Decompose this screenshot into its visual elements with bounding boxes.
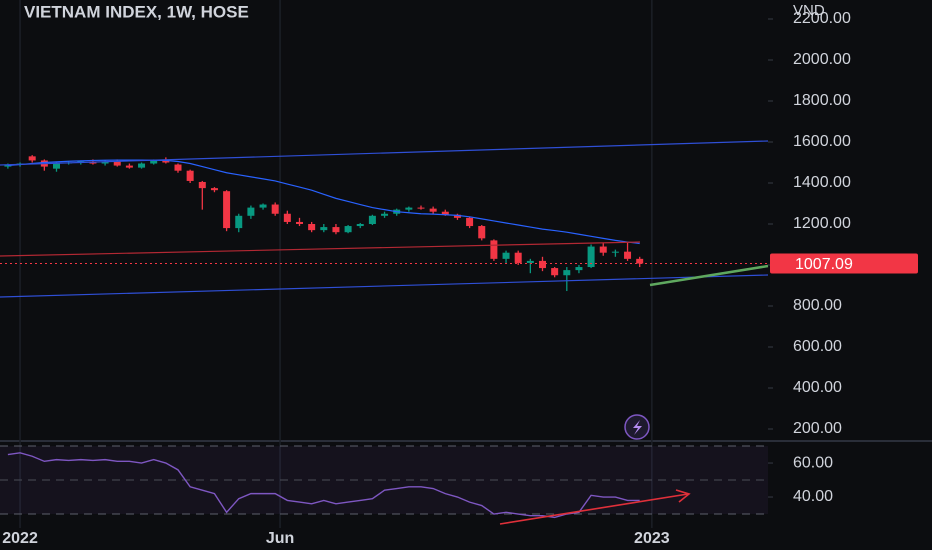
trend-line (0, 241, 641, 257)
y-tick-label: 600.00 (793, 338, 842, 355)
candle-body (235, 215, 243, 229)
candle-body (283, 213, 291, 222)
last-price-label: 1007.09 (795, 256, 853, 273)
chart-title: VIETNAM INDEX, 1W, HOSE (24, 2, 249, 21)
candle-body (478, 226, 486, 239)
candle-body (101, 161, 109, 164)
x-tick-label: 2022 (2, 530, 38, 547)
y-tick-label: 40.00 (793, 488, 833, 505)
candle-body (611, 251, 619, 253)
candle-body (405, 207, 413, 210)
y-tick-label: 2200.00 (793, 10, 851, 27)
y-tick-label: 400.00 (793, 379, 842, 396)
candle-body (538, 260, 546, 269)
candle-body (368, 215, 376, 224)
candle-body (138, 163, 146, 168)
x-tick-label: Jun (266, 530, 294, 547)
candle-body (150, 160, 158, 164)
candle-body (599, 246, 607, 253)
candle-body (381, 213, 389, 216)
candle-body (320, 227, 328, 231)
candle-body (332, 227, 340, 233)
candle-body (223, 191, 231, 229)
y-axis-unit: VND (793, 2, 825, 19)
candle-body (295, 221, 303, 224)
moving-average (7, 159, 640, 245)
candle-body (441, 211, 449, 215)
candle-body (587, 246, 595, 268)
y-tick-label: 2000.00 (793, 51, 851, 68)
candle-body (551, 268, 559, 276)
y-tick-label: 1800.00 (793, 92, 851, 109)
candle-body (174, 164, 182, 171)
candle-body (356, 223, 364, 227)
candle-body (429, 208, 437, 212)
y-tick-label: 60.00 (793, 454, 833, 471)
rsi-trend-arrow (499, 493, 689, 525)
candle-body (514, 252, 522, 263)
green-trend-line (649, 264, 769, 287)
y-tick-label: 800.00 (793, 297, 842, 314)
rsi-pane (0, 445, 773, 519)
candle-body (259, 204, 267, 208)
candle-body (453, 214, 461, 218)
last-price-badge (770, 253, 918, 274)
candle-body (271, 204, 279, 214)
candle-body (308, 223, 316, 231)
rsi-line (7, 452, 640, 519)
candle-body (247, 207, 255, 216)
channel-lower (0, 274, 769, 298)
arrow-head (675, 489, 691, 503)
candle-body (125, 165, 133, 168)
candle-body (113, 161, 121, 166)
y-tick-label: 1200.00 (793, 215, 851, 232)
candle-body (563, 270, 571, 276)
candle-body (52, 163, 60, 169)
candle-body (186, 170, 194, 181)
candle-body (417, 207, 425, 209)
price-pane (0, 0, 773, 528)
candle-body (636, 258, 644, 264)
candle-body (210, 188, 218, 191)
candle-body (344, 226, 352, 233)
candle-body (28, 156, 36, 161)
candle-body (466, 217, 474, 227)
x-tick-label: 2023 (634, 530, 670, 547)
candle-body (526, 260, 534, 263)
lightning-glyph (633, 420, 642, 435)
candle-body (624, 251, 632, 259)
candle-body (490, 240, 498, 259)
candle-body (575, 267, 583, 271)
y-tick-label: 1400.00 (793, 174, 851, 191)
candle-body (198, 181, 206, 189)
channel-upper (0, 140, 769, 166)
y-tick-label: 200.00 (793, 420, 842, 437)
candle-body (502, 252, 510, 259)
y-tick-label: 1600.00 (793, 133, 851, 150)
